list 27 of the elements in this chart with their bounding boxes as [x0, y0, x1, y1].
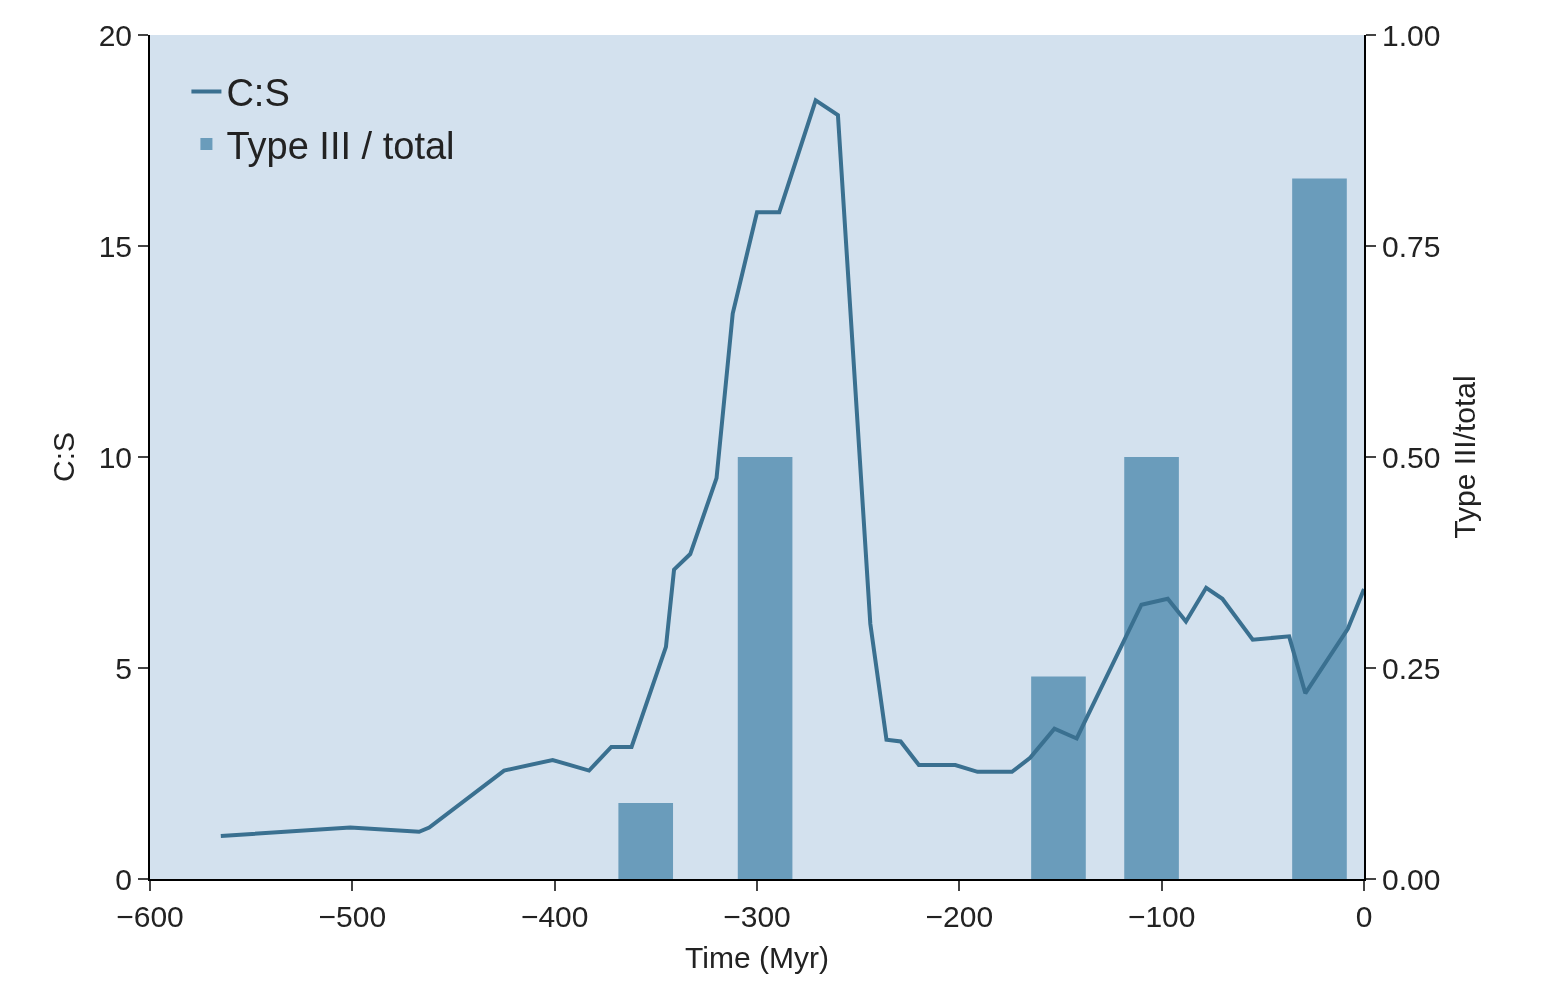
bar: [737, 457, 793, 879]
y-tick-label: 20: [98, 18, 132, 52]
x-tick-label: −300: [723, 900, 791, 933]
bar: [1031, 676, 1086, 879]
y2-tick-label: 0.00: [1382, 862, 1441, 896]
y2-tick-label: 0.50: [1382, 440, 1441, 474]
y2-tick-label: 1.00: [1382, 18, 1441, 52]
y2-tick-label: 0.75: [1382, 229, 1441, 263]
x-tick-label: 0: [1355, 900, 1373, 933]
y2-tick-label: 0.25: [1382, 651, 1441, 685]
y-tick-label: 0: [115, 862, 132, 896]
y-axis-title: C:S: [47, 431, 81, 483]
x-tick-label: −600: [116, 900, 184, 933]
legend-label: Type III / total: [226, 124, 455, 167]
x-tick-label: −100: [1127, 900, 1196, 933]
legend-label: C:S: [226, 72, 290, 115]
bar: [1124, 457, 1179, 879]
x-tick-label: −400: [520, 900, 589, 933]
y2-axis-title: Type III/total: [1448, 375, 1482, 539]
y-tick-label: 10: [98, 440, 132, 474]
x-axis-title: Time (Myr): [685, 941, 829, 974]
y-tick-label: 15: [98, 229, 132, 263]
bar: [618, 803, 674, 879]
y-tick-label: 5: [115, 651, 132, 685]
bar: [1292, 178, 1347, 879]
x-tick-label: −200: [925, 900, 994, 933]
x-tick-label: −500: [318, 900, 387, 933]
